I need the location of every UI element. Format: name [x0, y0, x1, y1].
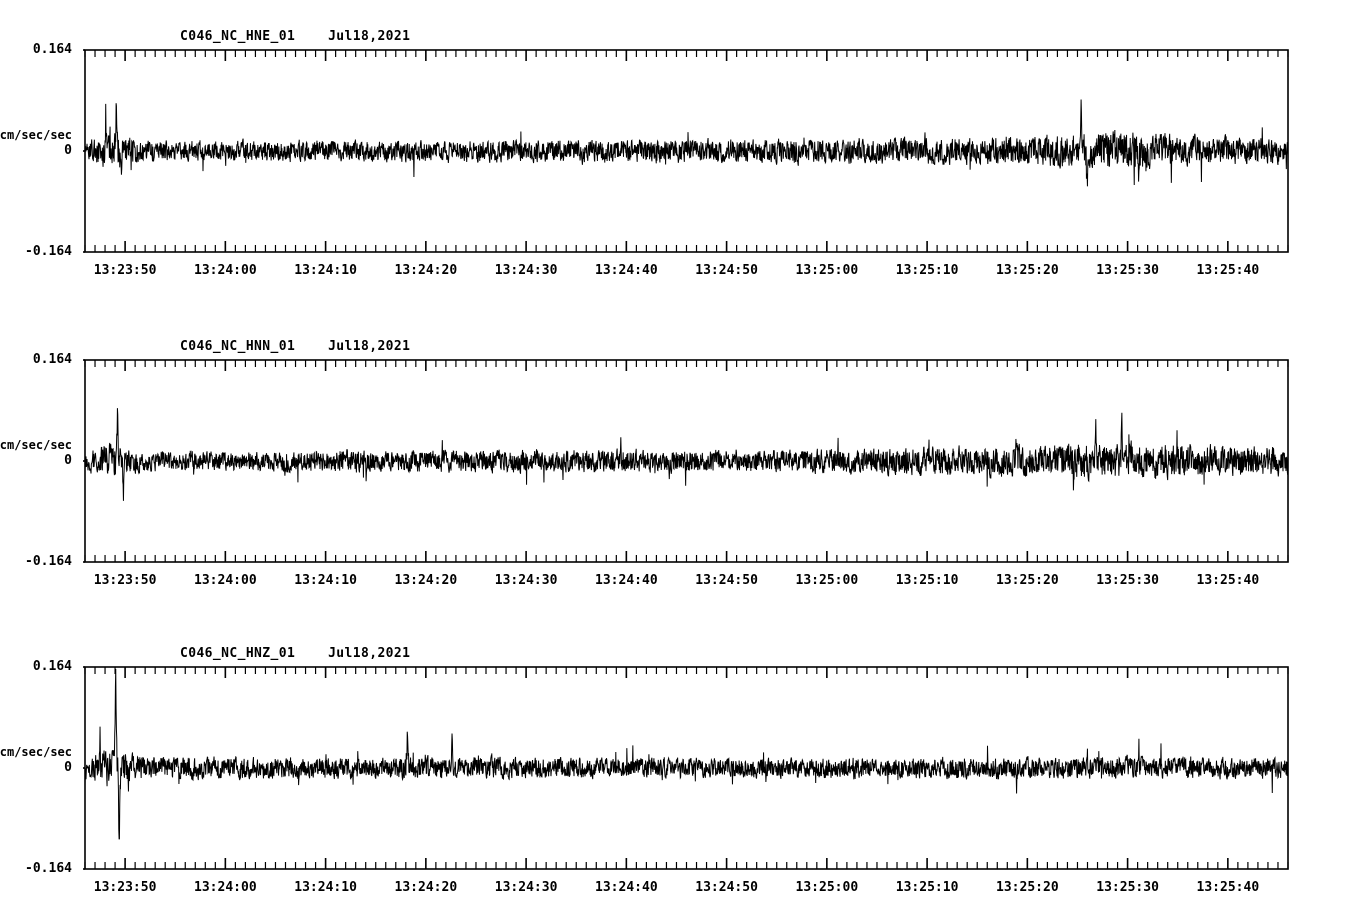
x-tick-label: 13:25:40 [1196, 263, 1260, 278]
waveform-trace [84, 668, 1289, 840]
x-tick-label: 13:25:20 [996, 263, 1059, 278]
x-tick-label: 13:25:20 [996, 573, 1059, 588]
x-tick-label: 13:24:50 [695, 263, 758, 278]
x-tick-label: 13:24:50 [695, 880, 758, 895]
plot-canvas [83, 666, 1289, 870]
x-tick-label: 13:24:30 [494, 573, 558, 588]
y-axis-unit-label: cm/sec/sec [0, 745, 72, 759]
y-tick-min: -0.164 [25, 861, 72, 876]
panel-title: C046_NC_HNN_01 Jul18,2021 [180, 339, 411, 354]
x-tick-label: 13:25:10 [895, 880, 959, 895]
waveform-trace [84, 99, 1289, 187]
y-tick-max: 0.164 [32, 659, 72, 674]
x-tick-label: 13:23:50 [93, 573, 157, 588]
x-tick-label: 13:24:10 [294, 880, 357, 895]
axis-ticks [83, 666, 1289, 870]
y-tick-zero: 0 [64, 760, 72, 775]
waveform-trace [84, 408, 1289, 501]
x-tick-label: 13:25:30 [1096, 880, 1159, 895]
y-tick-min: -0.164 [25, 554, 72, 569]
plot-canvas [83, 49, 1289, 253]
y-tick-zero: 0 [64, 143, 72, 158]
panel-title: C046_NC_HNE_01 Jul18,2021 [180, 29, 411, 44]
x-tick-label: 13:25:00 [795, 263, 859, 278]
y-tick-max: 0.164 [32, 42, 72, 57]
x-tick-label: 13:23:50 [93, 263, 157, 278]
axis-ticks [83, 49, 1289, 253]
x-tick-label: 13:24:00 [194, 573, 257, 588]
x-tick-label: 13:25:40 [1196, 880, 1260, 895]
x-tick-label: 13:24:40 [595, 880, 658, 895]
y-tick-min: -0.164 [25, 244, 72, 259]
x-tick-label: 13:25:20 [996, 880, 1059, 895]
x-tick-label: 13:24:10 [294, 573, 357, 588]
x-tick-label: 13:24:40 [595, 573, 658, 588]
plot-canvas [83, 359, 1289, 563]
x-tick-label: 13:24:40 [595, 263, 658, 278]
panel-title: C046_NC_HNZ_01 Jul18,2021 [180, 646, 411, 661]
x-tick-label: 13:25:10 [895, 263, 959, 278]
x-tick-label: 13:25:10 [895, 573, 959, 588]
x-tick-label: 13:23:50 [93, 880, 157, 895]
x-tick-label: 13:24:50 [695, 573, 758, 588]
x-tick-label: 13:25:30 [1096, 573, 1159, 588]
x-tick-label: 13:24:20 [394, 573, 458, 588]
y-tick-zero: 0 [64, 453, 72, 468]
x-tick-label: 13:24:10 [294, 263, 357, 278]
x-tick-label: 13:24:20 [394, 880, 458, 895]
x-tick-label: 13:25:40 [1196, 573, 1260, 588]
x-tick-label: 13:25:00 [795, 573, 859, 588]
y-axis-unit-label: cm/sec/sec [0, 438, 72, 452]
y-axis-unit-label: cm/sec/sec [0, 128, 72, 142]
x-tick-label: 13:24:30 [494, 263, 558, 278]
axis-ticks [83, 359, 1289, 563]
x-tick-label: 13:25:00 [795, 880, 859, 895]
x-tick-label: 13:24:00 [194, 880, 257, 895]
x-tick-label: 13:24:30 [494, 880, 558, 895]
x-tick-label: 13:24:00 [194, 263, 257, 278]
y-tick-max: 0.164 [32, 352, 72, 367]
x-tick-label: 13:25:30 [1096, 263, 1159, 278]
x-tick-label: 13:24:20 [394, 263, 458, 278]
